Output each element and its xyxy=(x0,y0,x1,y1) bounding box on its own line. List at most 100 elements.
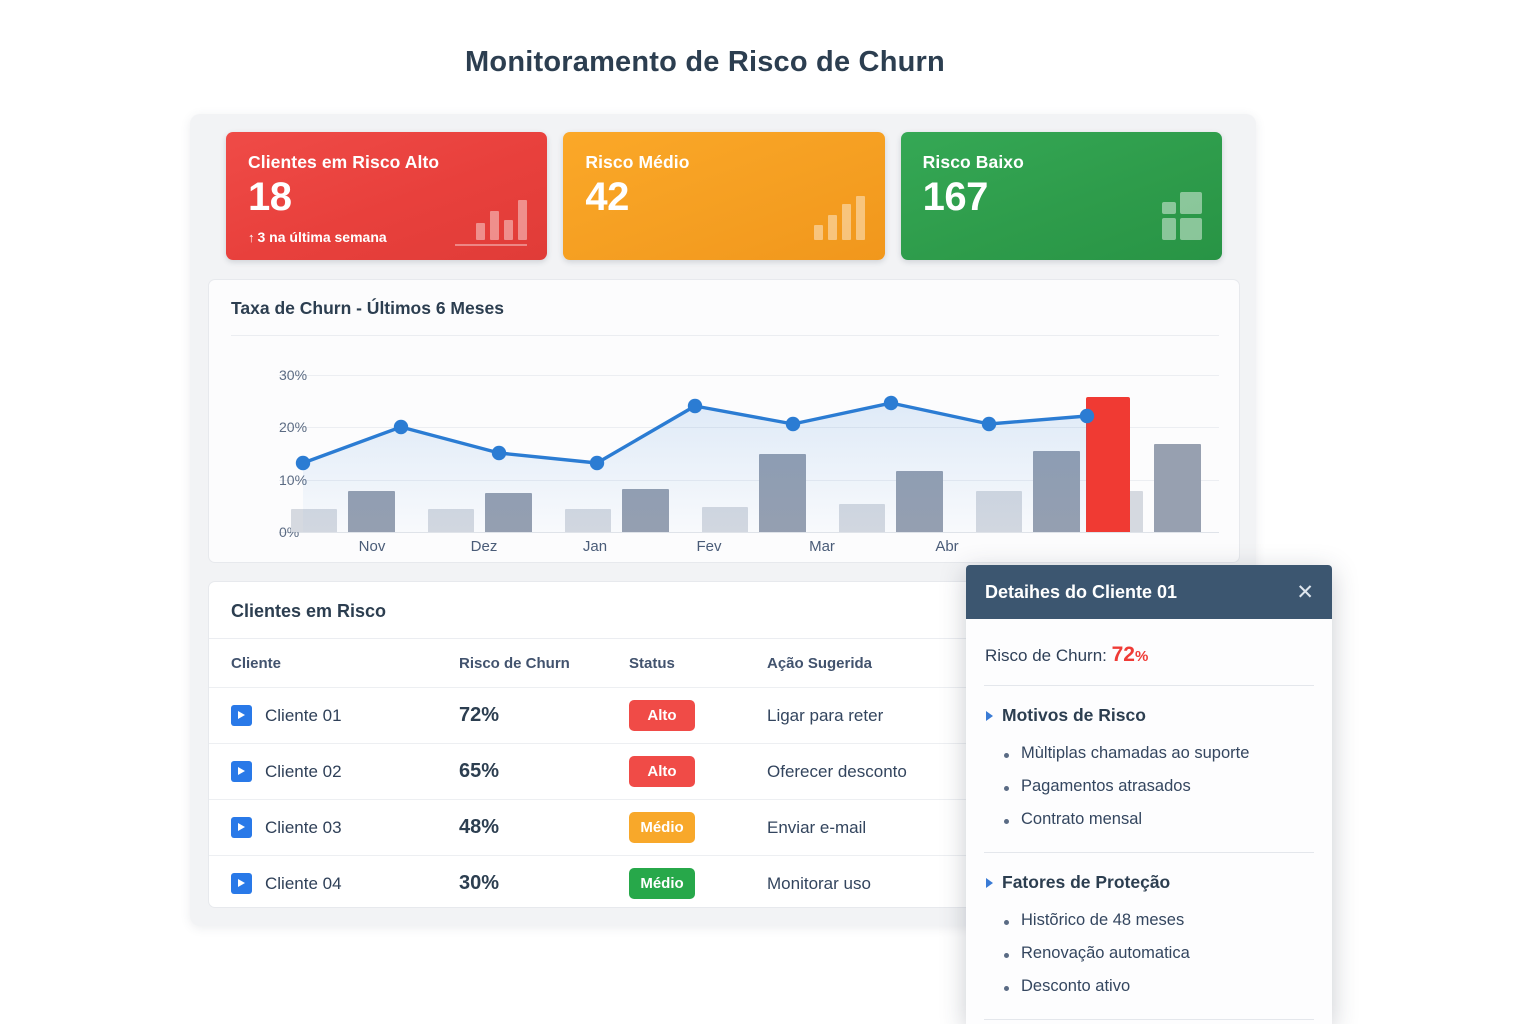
risk-value: 65 xyxy=(459,760,482,782)
expand-row-icon[interactable] xyxy=(231,873,252,894)
cell-risco: 72% xyxy=(459,704,629,727)
risk-percent-sign: % xyxy=(481,760,500,782)
grid-icon xyxy=(1161,192,1202,240)
cell-cliente[interactable]: Cliente 03 xyxy=(209,817,459,838)
cell-status: Médio xyxy=(629,868,767,899)
bar-chart-icon xyxy=(813,196,865,240)
detail-risk-line: Risco de Churn: 72% xyxy=(984,619,1314,685)
churn-line-series xyxy=(295,395,1095,532)
kpi-row: Clientes em Risco Alto 18 ↑ 3 na última s… xyxy=(226,132,1222,260)
cell-cliente[interactable]: Cliente 01 xyxy=(209,705,459,726)
x-tick-label: Jan xyxy=(582,538,608,555)
client-name: Cliente 01 xyxy=(265,705,342,725)
chart-divider xyxy=(231,335,1219,336)
cell-status: Alto xyxy=(629,756,767,787)
cell-status: Médio xyxy=(629,812,767,843)
kpi-value: 18 xyxy=(248,175,292,219)
bar-dark xyxy=(1154,444,1201,532)
risk-reasons-list: Mùltiplas chamadas ao suporte Pagamentos… xyxy=(984,728,1314,852)
table-row[interactable]: Cliente 02 65% Alto Oferecer desconto xyxy=(209,743,1239,799)
expand-row-icon[interactable] xyxy=(231,761,252,782)
cell-acao: Enviar e-mail xyxy=(767,817,867,837)
list-item: Pagamentos atrasados xyxy=(1003,770,1314,803)
expand-row-icon[interactable] xyxy=(231,817,252,838)
detail-divider xyxy=(984,852,1314,853)
chevron-right-icon xyxy=(986,877,993,888)
risk-percent-sign: % xyxy=(481,704,500,726)
detail-risk-percent-sign: % xyxy=(1134,648,1149,665)
x-tick-label: Nov xyxy=(358,538,386,555)
cell-risco: 48% xyxy=(459,816,629,839)
table-row[interactable]: Cliente 03 48% Médio Enviar e-mail xyxy=(209,799,1239,855)
column-header-cliente: Cliente xyxy=(231,654,282,672)
client-name: Cliente 02 xyxy=(265,761,342,781)
client-detail-panel: Detaihes do Cliente 01 ✕ Risco de Churn:… xyxy=(966,565,1332,1024)
x-tick-label: Dez xyxy=(470,538,498,555)
cell-cliente[interactable]: Cliente 02 xyxy=(209,761,459,782)
status-badge: Médio xyxy=(629,868,695,899)
suggested-action-note: Ação Sugerida: Ligar para o cliente e of… xyxy=(984,1020,1314,1024)
risk-value: 48 xyxy=(459,816,482,838)
cell-status: Alto xyxy=(629,700,767,731)
kpi-value: 42 xyxy=(585,175,629,219)
chevron-right-icon xyxy=(986,710,993,721)
section-header-protecao[interactable]: Fatores de Proteção xyxy=(984,853,1314,895)
bar-chart-icon xyxy=(476,196,528,240)
list-item: Desconto ativo xyxy=(1003,970,1314,1003)
column-header-risco: Risco de Churn xyxy=(459,654,570,672)
gridline-30 xyxy=(279,374,1219,376)
detail-panel-title: Detaihes do Cliente 01 xyxy=(985,581,1178,602)
risk-value: 30 xyxy=(459,872,482,894)
arrow-up-icon: ↑ xyxy=(248,230,255,245)
table-header-row: Cliente Risco de Churn Status Ação Suger… xyxy=(209,639,1239,687)
risk-percent-sign: % xyxy=(481,816,500,838)
client-name: Cliente 03 xyxy=(265,817,342,837)
status-badge: Alto xyxy=(629,700,695,731)
table-title: Clientes em Risco xyxy=(231,601,387,621)
kpi-card-risco-medio[interactable]: Risco Médio 42 xyxy=(563,132,885,260)
page-title: Monitoramento de Risco de Churn xyxy=(465,46,945,78)
bar-chart-baseline xyxy=(455,244,528,246)
list-item: Histõrico de 48 meses xyxy=(1003,904,1314,937)
bar-highlighted xyxy=(1086,397,1130,532)
column-header-status: Status xyxy=(629,654,675,672)
table-row[interactable]: Cliente 01 72% Alto Ligar para reter xyxy=(209,687,1239,743)
cell-risco: 30% xyxy=(459,872,629,895)
risk-value: 72 xyxy=(459,704,482,726)
kpi-value: 167 xyxy=(922,175,989,219)
x-tick-label: Mar xyxy=(809,538,835,555)
client-name: Cliente 04 xyxy=(265,873,342,893)
x-tick-label: Abr xyxy=(935,538,959,555)
list-item: Contrato mensal xyxy=(1003,803,1314,836)
table-row[interactable]: Cliente 04 30% Médio Monitorar uso xyxy=(209,855,1239,907)
list-item: Mùltiplas chamadas ao suporte xyxy=(1003,737,1314,770)
column-header-acao: Ação Sugerida xyxy=(767,654,873,672)
chart-plot-area: 30% 20% 10% 0% xyxy=(231,342,1219,555)
chart-title: Taxa de Churn - Últimos 6 Meses xyxy=(231,298,504,318)
cell-acao: Oferecer desconto xyxy=(767,761,907,781)
detail-divider xyxy=(984,685,1314,686)
cell-cliente[interactable]: Cliente 04 xyxy=(209,873,459,894)
kpi-card-risco-alto[interactable]: Clientes em Risco Alto 18 ↑ 3 na última s… xyxy=(226,132,548,260)
kpi-card-risco-baixo[interactable]: Risco Baixo 167 xyxy=(900,132,1222,260)
section-header-motivos[interactable]: Motivos de Risco xyxy=(984,686,1314,728)
detail-panel-header: Detaihes do Cliente 01 ✕ xyxy=(966,565,1332,619)
expand-row-icon[interactable] xyxy=(231,705,252,726)
kpi-delta: ↑ 3 na última semana xyxy=(248,229,387,245)
close-icon[interactable]: ✕ xyxy=(1296,580,1314,604)
kpi-label: Risco Baixo xyxy=(922,152,1024,172)
x-tick-label: Fev xyxy=(696,538,722,555)
status-badge: Médio xyxy=(629,812,695,843)
cell-acao: Ligar para reter xyxy=(767,705,884,725)
detail-risk-label: Risco de Churn: xyxy=(985,646,1112,665)
kpi-delta-text: 3 na última semana xyxy=(257,229,387,245)
gridline-0 xyxy=(279,532,1219,533)
status-badge: Alto xyxy=(629,756,695,787)
cell-acao: Monitorar uso xyxy=(767,873,871,893)
detail-risk-value: 72 xyxy=(1111,643,1135,666)
detail-divider xyxy=(984,1019,1314,1020)
chart-card: Taxa de Churn - Últimos 6 Meses 30% 20% … xyxy=(208,279,1240,563)
kpi-label: Clientes em Risco Alto xyxy=(248,152,440,172)
risk-percent-sign: % xyxy=(481,872,500,894)
cell-risco: 65% xyxy=(459,760,629,783)
